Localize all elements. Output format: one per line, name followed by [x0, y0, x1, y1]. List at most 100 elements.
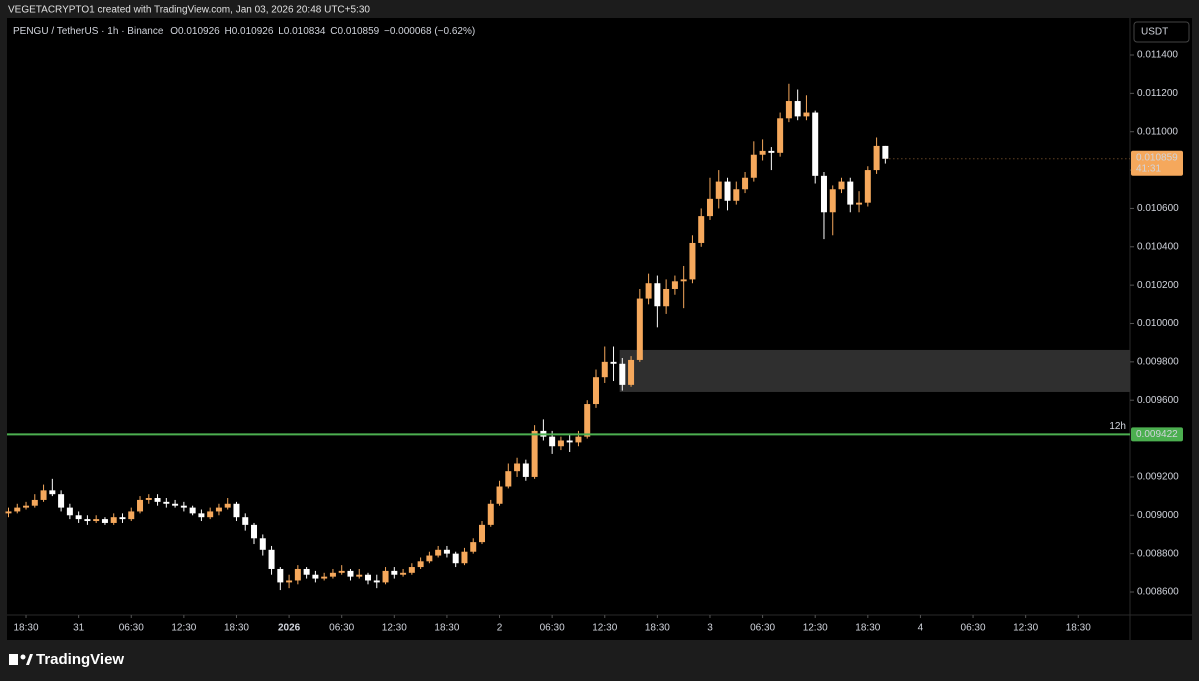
y-tick-label: 0.009000	[1137, 510, 1179, 521]
y-tick-label: 0.011000	[1137, 126, 1178, 137]
legend-close: C0.010859	[330, 26, 379, 37]
candle-body	[522, 463, 529, 477]
x-tick-label: 18:30	[645, 623, 670, 634]
candle-body	[531, 430, 538, 477]
candle-body	[724, 181, 731, 201]
candle-body	[128, 511, 135, 520]
candle-body	[408, 567, 415, 573]
candle-body	[426, 555, 433, 562]
candle-body	[312, 574, 319, 579]
logo-mark	[26, 654, 33, 665]
candle-body	[514, 463, 521, 472]
candle-body	[224, 503, 231, 508]
candle-body	[373, 580, 380, 583]
last-price-label: 0.010859	[1136, 152, 1178, 163]
candle-body	[242, 517, 249, 525]
candle-body	[145, 498, 152, 500]
candle-body	[180, 505, 187, 508]
candle-body	[163, 501, 170, 504]
candle-body	[698, 216, 705, 243]
candle-body	[382, 570, 389, 583]
candle-body	[470, 542, 477, 552]
candle-body	[268, 549, 275, 569]
candle-body	[610, 361, 617, 364]
candle-body	[706, 198, 713, 217]
y-tick-label: 0.009600	[1137, 395, 1179, 406]
candle-body	[812, 112, 819, 176]
candle-body	[14, 507, 21, 512]
candle-body	[417, 561, 424, 568]
candle-body	[189, 507, 196, 514]
currency[interactable]: USDT	[1141, 27, 1168, 38]
candle-body	[794, 101, 801, 117]
candle-body	[584, 404, 591, 437]
logo	[9, 654, 33, 665]
legend-low: L0.010834	[278, 26, 326, 37]
x-tick-label: 06:30	[329, 623, 354, 634]
candle-body	[452, 553, 459, 564]
zone	[619, 349, 1130, 392]
candle-body	[365, 574, 372, 581]
logo-mark	[9, 654, 18, 665]
x-tick-label: 12:30	[171, 623, 196, 634]
candle-body	[461, 551, 468, 564]
candle-body	[549, 436, 556, 447]
x-tick-label: 18:30	[434, 623, 459, 634]
x-tick-label: 12:30	[592, 623, 617, 634]
candle-body	[137, 499, 144, 512]
y-tick-label: 0.010400	[1137, 241, 1179, 252]
x-tick-label: 12:30	[1013, 623, 1038, 634]
candle-body	[873, 145, 880, 171]
candle-body	[838, 181, 845, 190]
x-tick-label: 18:30	[855, 623, 880, 634]
currency-box[interactable]	[1133, 21, 1190, 43]
candle-body	[601, 361, 608, 378]
candle-body	[251, 524, 258, 539]
candle-body	[654, 283, 661, 307]
candle-body	[329, 572, 336, 577]
legend-high: H0.010926	[225, 26, 274, 37]
candle-body	[172, 503, 179, 506]
candle-body	[829, 189, 836, 213]
candle-body	[31, 499, 38, 506]
candle-body	[856, 202, 863, 205]
candle-body	[759, 150, 766, 155]
candle-body	[768, 150, 775, 153]
y-tick-label: 0.009200	[1137, 472, 1179, 483]
x-tick-label: 31	[73, 623, 85, 634]
candle-body	[49, 490, 56, 495]
candle-body	[277, 568, 284, 583]
candle-body	[93, 519, 100, 522]
legend-open: O0.010926	[170, 26, 220, 37]
candle-body	[619, 363, 626, 385]
header: VEGETACRYPTO1 created with TradingView.c…	[8, 5, 370, 16]
candle-body	[750, 154, 757, 178]
candle-body	[347, 570, 354, 577]
candle-body	[557, 440, 564, 447]
candle-body	[23, 505, 30, 508]
candle-body	[715, 181, 722, 199]
candle-body	[154, 498, 161, 502]
x-tick-label: 12:30	[382, 623, 407, 634]
candle-body	[478, 524, 485, 543]
candle-body	[356, 574, 363, 577]
candle-body	[636, 298, 643, 360]
panel	[7, 18, 1192, 640]
y-tick-label: 0.008600	[1137, 587, 1179, 598]
candle-body	[338, 570, 345, 573]
legend: PENGU / TetherUS · 1h · Binance O0.01092…	[13, 26, 475, 37]
candle-body	[803, 112, 810, 117]
candle-body	[785, 101, 792, 119]
x-tick-label: 18:30	[224, 623, 249, 634]
y-tick-label: 0.010200	[1137, 280, 1179, 291]
x-tick-label: 12:30	[803, 623, 828, 634]
candle-body	[645, 283, 652, 299]
candle-body	[575, 436, 582, 443]
logo-mark	[20, 654, 26, 660]
candle-body	[864, 170, 871, 203]
candle-body	[847, 181, 854, 205]
y-tick-label: 0.011400	[1137, 50, 1178, 61]
candle-body	[496, 486, 503, 504]
x-tick-label: 06:30	[119, 623, 144, 634]
